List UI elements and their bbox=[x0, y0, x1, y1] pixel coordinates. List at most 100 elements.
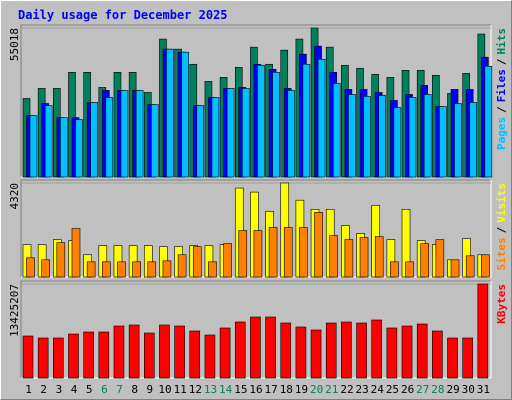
bar bbox=[159, 324, 170, 379]
bar bbox=[325, 322, 337, 379]
bar bbox=[341, 321, 352, 379]
bar bbox=[332, 83, 341, 178]
bar bbox=[241, 88, 250, 178]
bar bbox=[283, 227, 293, 278]
legend: Sites / Visits bbox=[495, 183, 508, 271]
bar bbox=[192, 246, 202, 278]
x-tick-label: 21 bbox=[325, 383, 338, 396]
bar bbox=[56, 242, 66, 278]
bar bbox=[41, 259, 50, 278]
bar bbox=[481, 254, 490, 278]
bar bbox=[68, 333, 79, 379]
bar bbox=[150, 104, 159, 178]
x-tick-label: 4 bbox=[71, 383, 78, 396]
x-tick-label: 30 bbox=[462, 383, 475, 396]
bar bbox=[423, 94, 432, 178]
bar bbox=[196, 105, 205, 178]
bar bbox=[390, 261, 399, 278]
x-tick-label: 25 bbox=[386, 383, 399, 396]
bar bbox=[469, 102, 477, 178]
bar bbox=[238, 230, 248, 278]
bar bbox=[83, 331, 94, 379]
bar bbox=[181, 51, 189, 178]
bar bbox=[120, 90, 129, 178]
bar bbox=[462, 337, 473, 379]
plot-border-dark bbox=[20, 179, 491, 277]
bar bbox=[174, 325, 185, 379]
bar bbox=[432, 330, 443, 379]
bar bbox=[371, 319, 383, 379]
bar bbox=[272, 72, 280, 178]
bar bbox=[53, 337, 64, 379]
bar bbox=[132, 261, 141, 278]
x-tick-label: 28 bbox=[431, 383, 444, 396]
bar bbox=[177, 254, 187, 278]
bar bbox=[204, 334, 216, 379]
chart-title: Daily usage for December 2025 bbox=[18, 8, 228, 22]
bar bbox=[71, 228, 81, 278]
bar bbox=[147, 261, 157, 278]
x-tick-label: 3 bbox=[56, 383, 63, 396]
y-tick-label: 4320 bbox=[8, 183, 21, 210]
x-tick-label: 20 bbox=[310, 383, 323, 396]
bar bbox=[86, 261, 96, 278]
legend-separator: / bbox=[495, 106, 508, 113]
x-tick-label: 9 bbox=[147, 383, 154, 396]
x-tick-label: 27 bbox=[416, 383, 429, 396]
bar bbox=[447, 337, 458, 379]
x-tick-label: 14 bbox=[219, 383, 233, 396]
bar bbox=[105, 97, 114, 178]
x-tick-label: 15 bbox=[234, 383, 247, 396]
bar bbox=[408, 97, 417, 178]
bar bbox=[29, 115, 38, 178]
bar bbox=[166, 48, 174, 178]
x-tick-label: 6 bbox=[101, 383, 108, 396]
x-tick-label: 11 bbox=[174, 383, 187, 396]
x-tick-label: 10 bbox=[158, 383, 171, 396]
bar bbox=[162, 260, 172, 278]
x-tick-label: 22 bbox=[340, 383, 353, 396]
legend-entry: Sites bbox=[495, 237, 508, 270]
x-tick-label: 23 bbox=[356, 383, 369, 396]
legend-separator: / bbox=[495, 58, 508, 65]
bar bbox=[310, 329, 322, 379]
x-tick-label: 17 bbox=[265, 383, 278, 396]
legend: KBytes bbox=[495, 284, 508, 324]
bar bbox=[253, 230, 263, 278]
plot-border-dark bbox=[20, 280, 491, 378]
bar bbox=[113, 325, 125, 379]
plot-border-dark bbox=[20, 24, 491, 177]
bar bbox=[268, 227, 278, 278]
x-tick-label: 26 bbox=[401, 383, 414, 396]
bar bbox=[226, 88, 235, 178]
legend-entry: Files bbox=[495, 69, 508, 102]
bar bbox=[287, 90, 296, 178]
legend-entry: KBytes bbox=[495, 284, 508, 324]
bar bbox=[374, 236, 384, 278]
bar bbox=[257, 64, 265, 178]
bar bbox=[117, 261, 126, 278]
bar bbox=[211, 97, 220, 178]
x-tick-label: 24 bbox=[371, 383, 385, 396]
x-tick-label: 16 bbox=[249, 383, 262, 396]
bar bbox=[401, 325, 413, 379]
x-tick-label: 1 bbox=[25, 383, 32, 396]
bar bbox=[450, 259, 460, 278]
x-tick-label: 18 bbox=[280, 383, 293, 396]
bar bbox=[26, 257, 35, 278]
legend-entry: Visits bbox=[495, 183, 508, 223]
bar bbox=[439, 106, 447, 178]
bar bbox=[344, 239, 354, 278]
bar bbox=[420, 243, 429, 278]
y-tick-label: 13425207 bbox=[8, 284, 21, 337]
bar bbox=[356, 322, 367, 379]
legend-separator: / bbox=[495, 226, 508, 233]
bar bbox=[363, 96, 371, 178]
bar bbox=[102, 261, 111, 278]
bar bbox=[223, 243, 232, 278]
x-tick-label: 5 bbox=[86, 383, 93, 396]
x-tick-label: 2 bbox=[40, 383, 47, 396]
bar bbox=[143, 332, 155, 379]
